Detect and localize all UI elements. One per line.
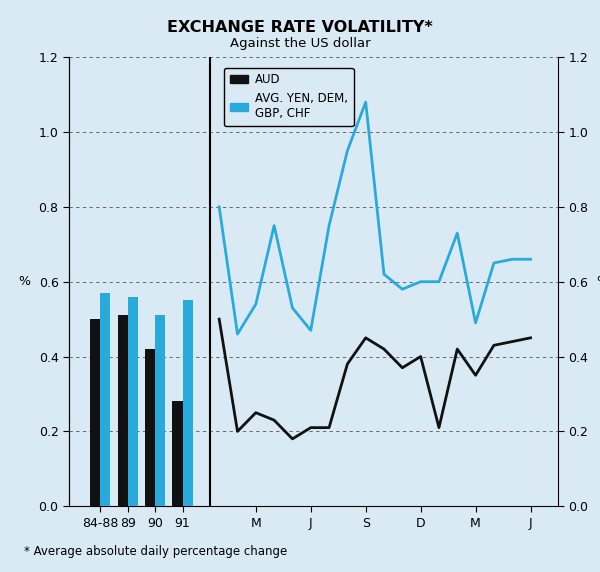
Text: EXCHANGE RATE VOLATILITY*: EXCHANGE RATE VOLATILITY* [167,20,433,35]
Legend: AUD, AVG. YEN, DEM,
GBP, CHF: AUD, AVG. YEN, DEM, GBP, CHF [224,67,353,126]
Bar [128,297,137,506]
Text: Against the US dollar: Against the US dollar [230,37,370,50]
Y-axis label: %: % [596,275,600,288]
Bar [145,349,155,506]
Bar [155,315,165,506]
Bar [90,319,100,506]
Text: * Average absolute daily percentage change: * Average absolute daily percentage chan… [24,545,287,558]
Bar [182,300,193,506]
Bar [118,315,128,506]
Y-axis label: %: % [19,275,31,288]
Bar [100,293,110,506]
Bar [172,402,182,506]
